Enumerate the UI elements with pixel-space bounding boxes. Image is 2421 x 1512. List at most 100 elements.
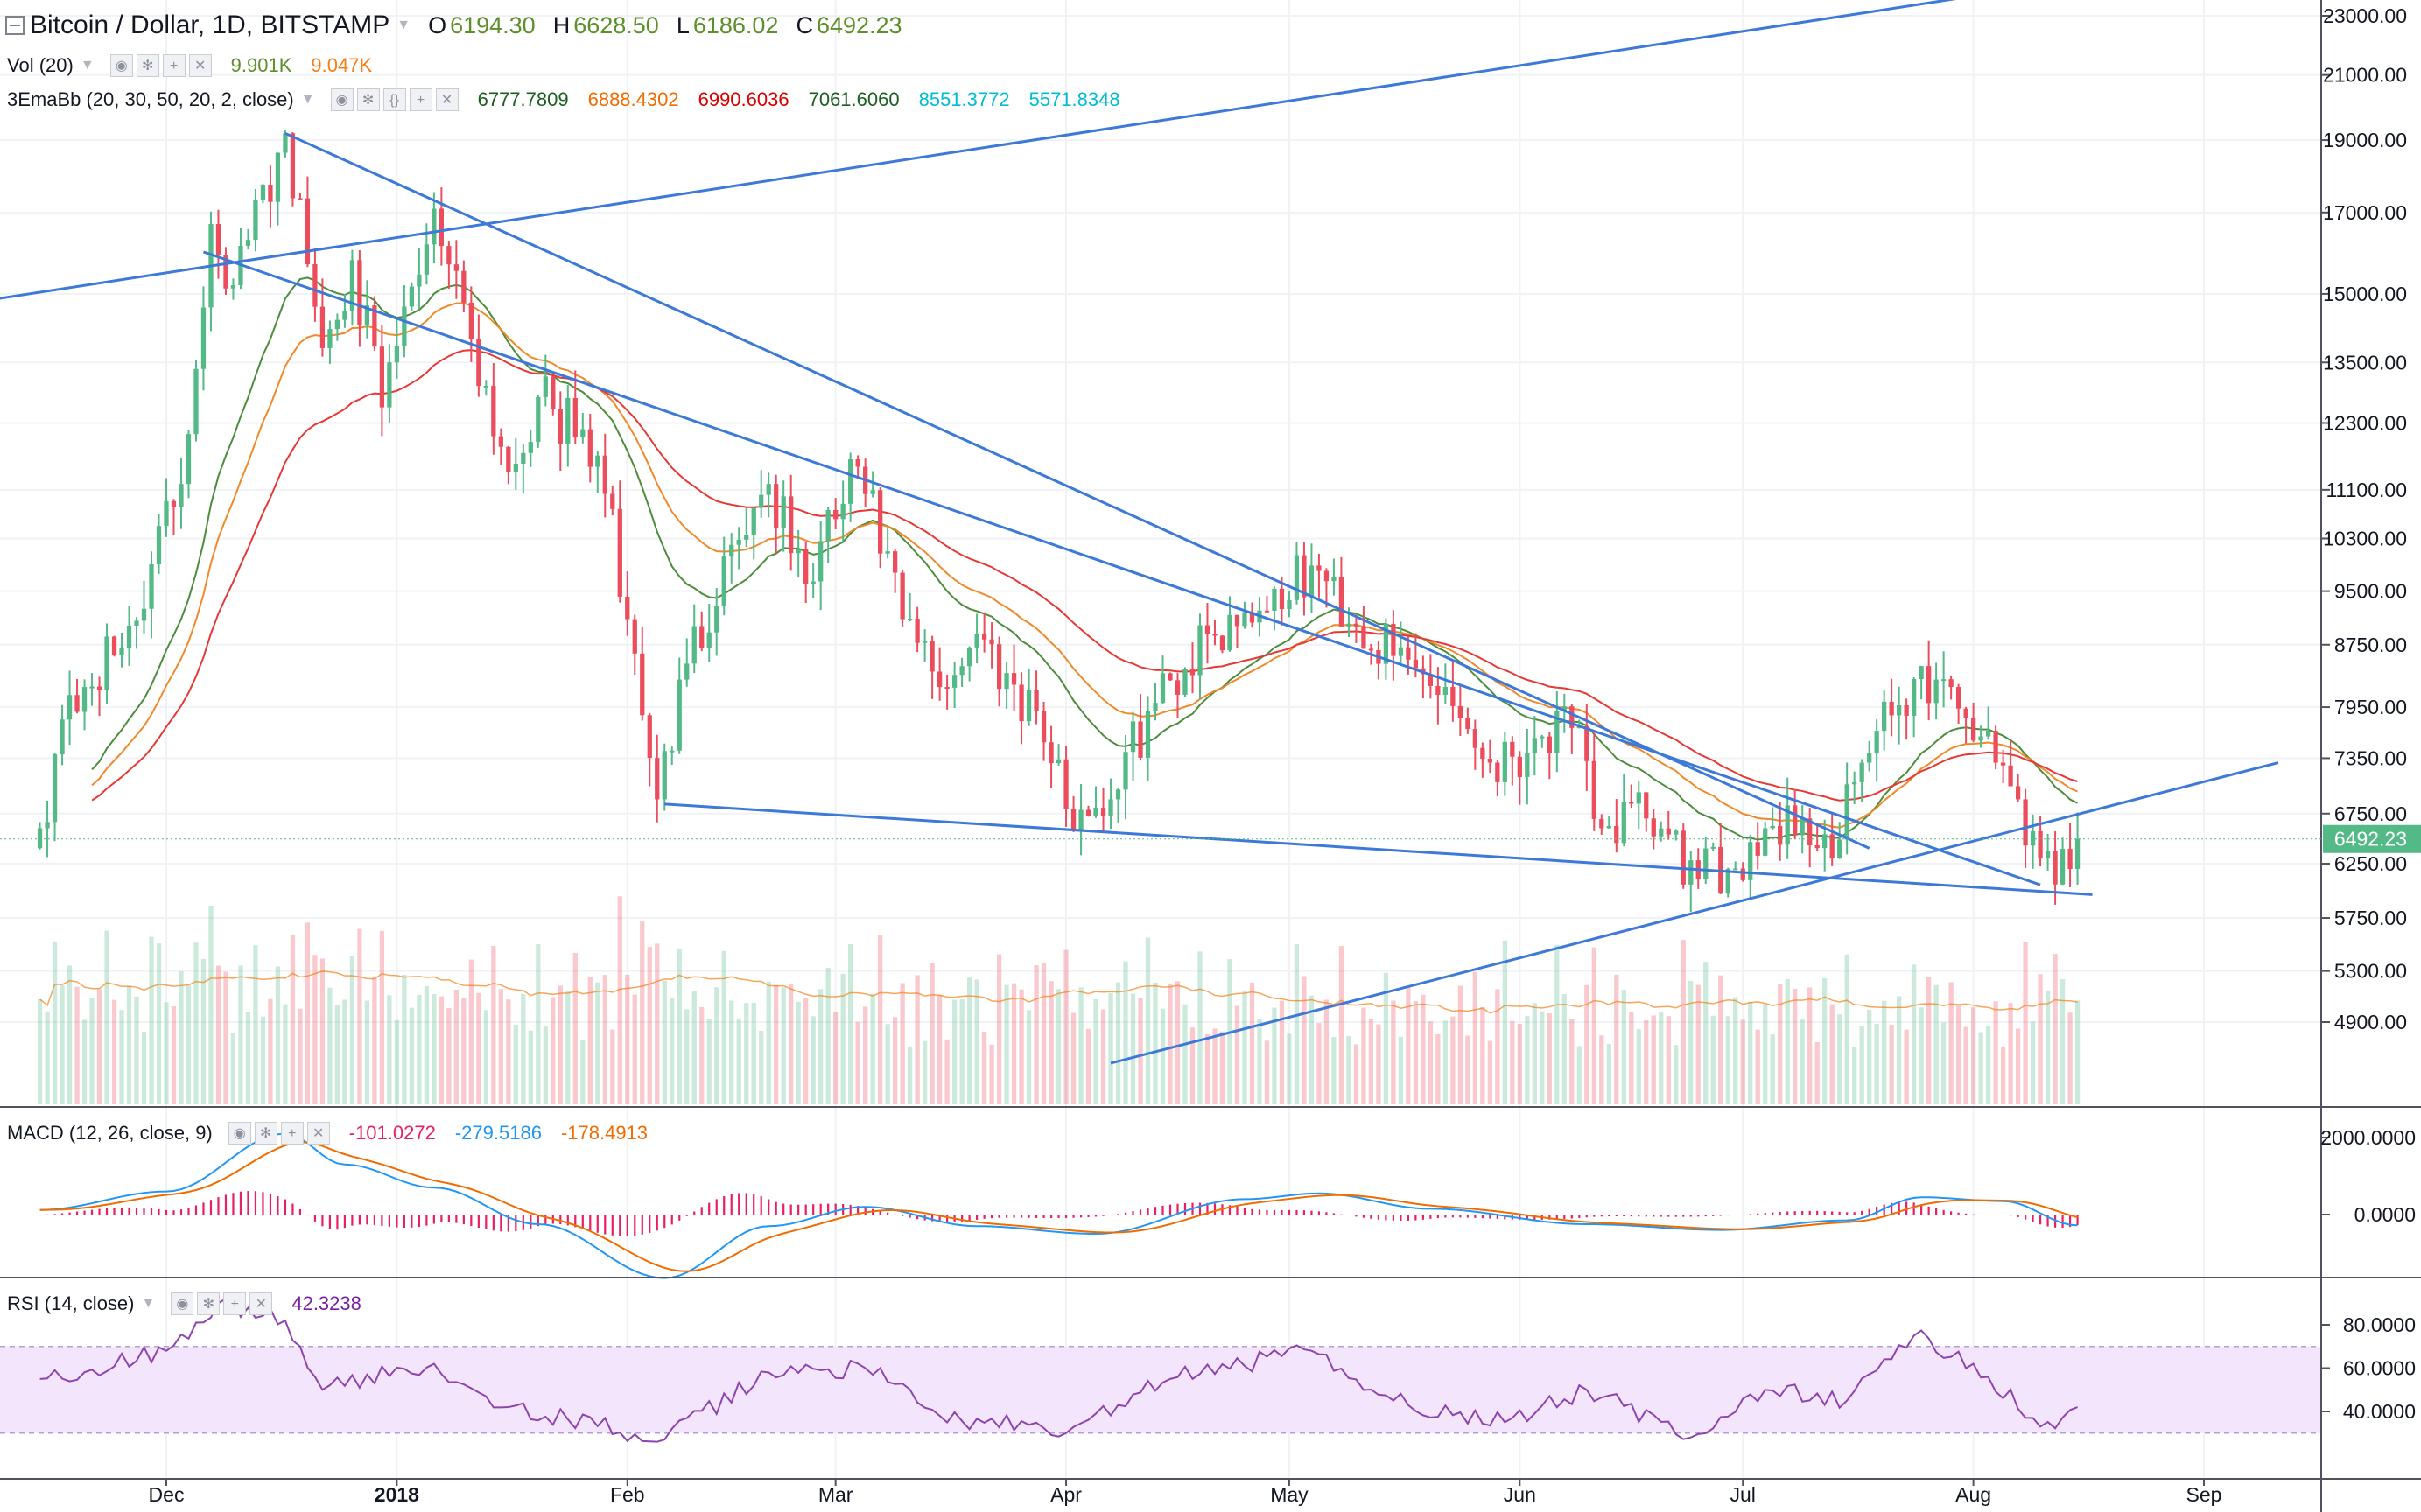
close-icon[interactable]: ✕ [435, 88, 459, 111]
candle-body[interactable] [1353, 623, 1359, 626]
candle-body[interactable] [1599, 818, 1604, 829]
candle-body[interactable] [587, 429, 593, 467]
gear-icon[interactable]: ✻ [136, 54, 159, 77]
candle-body[interactable] [52, 754, 58, 822]
candle-body[interactable] [387, 362, 392, 408]
candle-body[interactable] [149, 564, 154, 609]
candle-body[interactable] [774, 484, 779, 528]
candle-body[interactable] [1659, 828, 1664, 836]
candle-body[interactable] [1733, 868, 1738, 871]
candle-body[interactable] [409, 286, 415, 307]
candle-body[interactable] [193, 368, 199, 435]
close-icon[interactable]: ✕ [188, 54, 212, 77]
trendline[interactable] [664, 802, 2093, 896]
candle-body[interactable] [1465, 718, 1470, 730]
candle-body[interactable] [424, 244, 430, 275]
candle-body[interactable] [506, 446, 511, 473]
candle-body[interactable] [647, 715, 652, 759]
candle-body[interactable] [870, 490, 875, 494]
candle-body[interactable] [60, 719, 65, 755]
candle-body[interactable] [625, 596, 630, 620]
candle-body[interactable] [670, 750, 675, 752]
candle-body[interactable] [981, 634, 987, 640]
candle-body[interactable] [1688, 860, 1694, 885]
plus-icon[interactable]: + [280, 1122, 304, 1144]
candle-body[interactable] [848, 459, 853, 504]
eye-icon[interactable]: ◉ [330, 88, 354, 111]
candle-body[interactable] [260, 185, 266, 200]
candle-body[interactable] [528, 442, 533, 453]
candle-body[interactable] [1070, 808, 1077, 830]
candle-body[interactable] [2074, 838, 2081, 869]
candle-body[interactable] [781, 496, 786, 528]
candle-body[interactable] [1085, 809, 1091, 816]
candle-body[interactable] [1889, 701, 1894, 716]
trendlines[interactable] [0, 0, 2279, 1065]
candle-body[interactable] [996, 644, 1002, 690]
candle-body[interactable] [319, 306, 326, 348]
candle-body[interactable] [2000, 762, 2006, 766]
candle-body[interactable] [833, 509, 839, 520]
candle-body[interactable] [1844, 784, 1849, 840]
candle-body[interactable] [551, 376, 556, 410]
candle-body[interactable] [1294, 555, 1300, 600]
candle-body[interactable] [1725, 868, 1730, 894]
candle-body[interactable] [1793, 805, 1798, 836]
candle-body[interactable] [179, 484, 184, 508]
candle-body[interactable] [572, 397, 578, 438]
candle-body[interactable] [1933, 679, 1939, 704]
candle-body[interactable] [67, 695, 73, 720]
candle-body[interactable] [944, 687, 950, 690]
trendline[interactable] [284, 131, 1870, 850]
candle-body[interactable] [1561, 706, 1567, 711]
candle-body[interactable] [37, 828, 43, 849]
candle-body[interactable] [729, 544, 734, 557]
candle-body[interactable] [1940, 679, 1947, 682]
source-icon[interactable]: {} [382, 88, 406, 111]
candle-body[interactable] [498, 436, 503, 447]
candle-body[interactable] [1056, 759, 1062, 764]
candle-body[interactable] [1457, 705, 1463, 718]
candle-body[interactable] [699, 626, 705, 648]
candle-body[interactable] [714, 606, 719, 633]
candle-body[interactable] [74, 695, 80, 712]
candle-body[interactable] [1837, 839, 1842, 859]
candle-body[interactable] [543, 376, 548, 397]
candle-body[interactable] [327, 329, 333, 348]
candle-body[interactable] [1130, 721, 1136, 752]
candle-body[interactable] [1391, 623, 1396, 656]
candle-body[interactable] [1323, 570, 1330, 582]
candle-body[interactable] [1078, 809, 1084, 830]
eye-icon[interactable]: ◉ [228, 1122, 251, 1144]
candle-body[interactable] [253, 200, 258, 241]
candle-body[interactable] [1502, 741, 1507, 782]
candle-body[interactable] [1004, 673, 1009, 690]
candle-body[interactable] [1316, 565, 1322, 571]
gear-icon[interactable]: ✻ [197, 1292, 221, 1315]
candle-body[interactable] [1034, 690, 1039, 711]
candle-body[interactable] [1778, 825, 1783, 845]
eye-icon[interactable]: ◉ [171, 1292, 194, 1315]
candle-body[interactable] [298, 198, 303, 200]
eye-icon[interactable]: ◉ [109, 54, 133, 77]
candle-body[interactable] [394, 346, 400, 363]
candle-body[interactable] [1591, 760, 1596, 819]
candle-body[interactable] [1093, 808, 1098, 816]
candle-body[interactable] [744, 535, 749, 540]
candle-body[interactable] [966, 647, 972, 667]
candle-body[interactable] [357, 260, 362, 326]
chevron-down-icon[interactable]: ▼ [396, 18, 411, 32]
candle-body[interactable] [1532, 738, 1537, 753]
candle-body[interactable] [1197, 625, 1203, 676]
candle-body[interactable] [610, 494, 615, 509]
candle-body[interactable] [1428, 674, 1434, 686]
candle-body[interactable] [959, 666, 965, 676]
candle-body[interactable] [796, 549, 801, 554]
candle-body[interactable] [1279, 588, 1285, 610]
candle-body[interactable] [1985, 731, 1991, 737]
candle-body[interactable] [81, 687, 88, 712]
candle-body[interactable] [364, 305, 370, 326]
candle-body[interactable] [736, 539, 741, 545]
candle-body[interactable] [2060, 849, 2066, 885]
